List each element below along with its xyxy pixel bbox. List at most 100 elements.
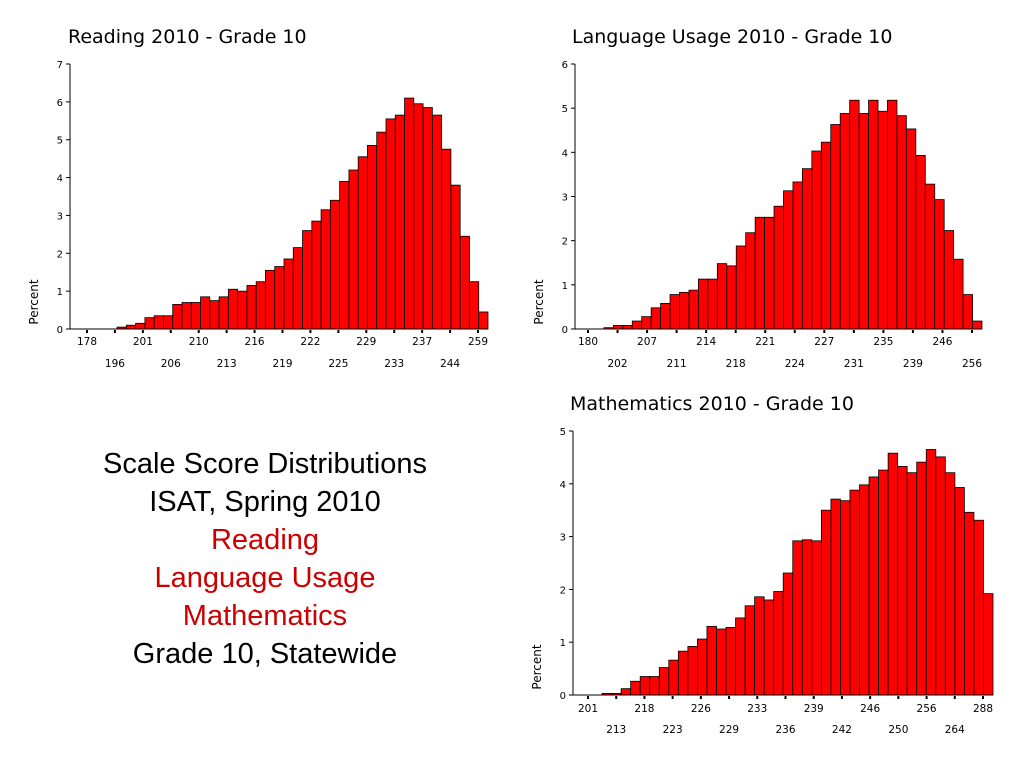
caption-line-language-usage: Language Usage xyxy=(154,562,376,594)
x-tick xyxy=(169,330,172,333)
x-tick-label: 210 xyxy=(189,336,209,348)
x-tick-label: 229 xyxy=(356,336,376,348)
y-tick-label: 4 xyxy=(562,148,568,159)
x-tick xyxy=(734,330,737,333)
x-tick-label: 233 xyxy=(747,703,767,715)
x-tick-label: 250 xyxy=(888,724,908,736)
x-tick-label: 235 xyxy=(873,336,893,348)
x-tick-label: 229 xyxy=(719,724,739,736)
y-tick-label: 2 xyxy=(560,585,566,596)
x-tick xyxy=(982,696,984,699)
x-tick xyxy=(728,696,731,699)
x-tick-label: 216 xyxy=(245,336,265,348)
bar xyxy=(916,461,927,696)
y-tick-label: 2 xyxy=(562,237,568,248)
y-axis-label: Percent xyxy=(532,279,546,324)
y-tick-label: 4 xyxy=(57,174,63,185)
x-tick-label: 224 xyxy=(785,358,805,370)
x-tick-label: 222 xyxy=(300,336,320,348)
x-tick-label: 226 xyxy=(691,703,711,715)
bar xyxy=(897,465,908,696)
y-tick-label: 7 xyxy=(57,60,63,71)
bar xyxy=(630,680,641,696)
y-tick-label: 5 xyxy=(57,136,63,147)
chart-mathematics-svg: 0 1 2 3 4 5 Percent 201 213 218 223 226 229 233 236 239… xyxy=(530,427,994,736)
bar xyxy=(859,484,870,696)
x-tick xyxy=(86,330,88,333)
bar xyxy=(754,596,765,696)
x-tick-label: 219 xyxy=(272,358,292,370)
x-tick-label: 202 xyxy=(608,358,628,370)
caption-line: Scale Score Distributions xyxy=(103,448,427,480)
x-tick-label: 236 xyxy=(775,724,795,736)
x-tick xyxy=(756,696,759,699)
bar xyxy=(620,688,632,696)
x-tick xyxy=(897,696,900,699)
x-tick-label: 206 xyxy=(161,358,181,370)
bar xyxy=(878,469,889,696)
chart-title: Mathematics 2010 - Grade 10 xyxy=(570,393,854,415)
x-tick xyxy=(812,696,815,699)
x-tick-label: 256 xyxy=(917,703,937,715)
bar xyxy=(820,509,832,696)
y-tick-label: 1 xyxy=(562,281,568,292)
bar xyxy=(782,572,794,696)
x-tick-label: 288 xyxy=(973,703,993,715)
x-tick xyxy=(699,696,702,699)
x-tick-label: 242 xyxy=(832,724,852,736)
bar xyxy=(649,676,660,696)
x-tick xyxy=(882,330,885,333)
x-tick-label: 207 xyxy=(637,336,657,348)
y-axis-label: Percent xyxy=(27,279,41,324)
x-tick-label: 231 xyxy=(844,358,864,370)
bar xyxy=(983,593,994,696)
x-tick xyxy=(587,330,589,333)
y-tick-label: 4 xyxy=(560,480,566,491)
bar xyxy=(906,472,918,696)
x-tick-label: 211 xyxy=(667,358,687,370)
x-tick xyxy=(309,330,312,333)
x-tick xyxy=(225,330,228,333)
bar xyxy=(677,650,689,696)
x-tick xyxy=(953,696,956,699)
y-tick-label: 6 xyxy=(57,98,63,109)
bar xyxy=(773,591,784,696)
x-tick xyxy=(941,330,944,333)
x-tick xyxy=(646,330,649,333)
x-tick-label: 237 xyxy=(412,336,432,348)
x-tick-label: 223 xyxy=(663,724,683,736)
x-tick-label: 244 xyxy=(440,358,460,370)
x-tick xyxy=(421,330,424,333)
x-tick-label: 196 xyxy=(105,358,125,370)
x-tick xyxy=(643,696,646,699)
x-tick xyxy=(587,696,589,699)
bar xyxy=(887,452,899,696)
x-tick xyxy=(337,330,340,333)
y-tick-label: 0 xyxy=(560,691,566,702)
x-tick xyxy=(793,330,796,333)
y-tick-label: 1 xyxy=(560,638,566,649)
x-tick-label: 239 xyxy=(903,358,923,370)
y-tick-label: 5 xyxy=(562,104,568,115)
x-tick xyxy=(869,696,872,699)
x-tick xyxy=(615,696,618,699)
x-tick-label: 213 xyxy=(217,358,237,370)
bar xyxy=(849,489,860,696)
x-tick xyxy=(281,330,284,333)
x-tick-label: 259 xyxy=(468,336,488,348)
chart-reading-svg: 0 1 2 3 4 5 6 7 Percent 178 196 201 206 210 213 216 219 2… xyxy=(27,60,489,370)
y-tick-label: 3 xyxy=(57,211,63,222)
bar xyxy=(725,627,736,696)
x-tick xyxy=(705,330,708,333)
x-tick-label: 213 xyxy=(606,724,626,736)
bar xyxy=(830,498,841,696)
x-tick xyxy=(671,696,674,699)
x-tick xyxy=(784,696,787,699)
x-tick xyxy=(616,330,619,333)
bar xyxy=(925,449,937,696)
x-tick xyxy=(197,330,200,333)
x-tick xyxy=(675,330,678,333)
x-tick-label: 218 xyxy=(634,703,654,715)
bar xyxy=(639,676,651,696)
x-tick xyxy=(449,330,452,333)
